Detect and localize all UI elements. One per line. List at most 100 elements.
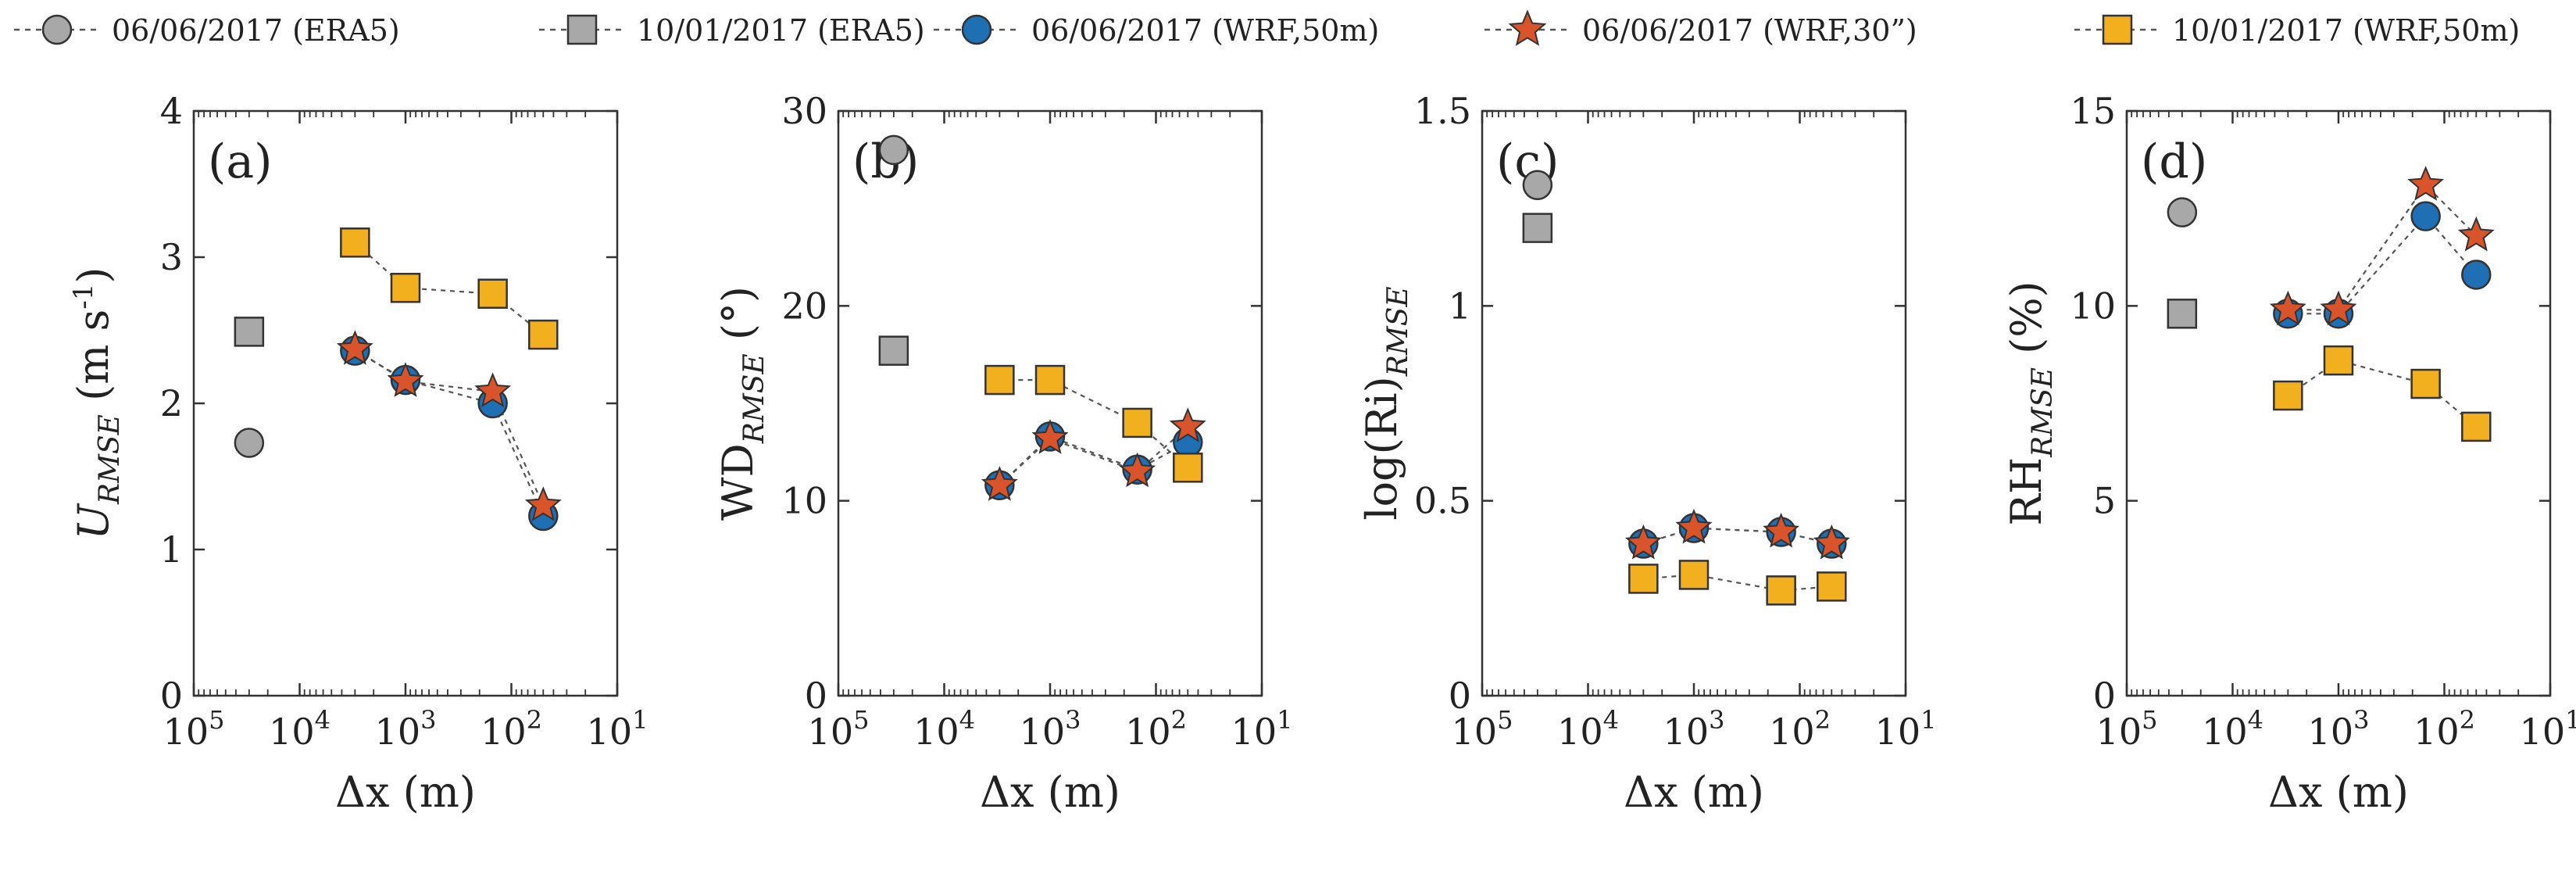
legend-entry-5: 10/01/2017 (WRF,50m) [2074, 13, 2520, 48]
data-point [2461, 260, 2492, 290]
legend-label: 10/01/2017 (ERA5) [637, 13, 925, 48]
data-point [1624, 524, 1662, 560]
x-axis-label: Δx (m) [2268, 768, 2409, 817]
legend-entry-1: 06/06/2017 (ERA5) [14, 13, 400, 48]
data-point [1034, 364, 1066, 396]
series-06-06-2017-era5 [234, 428, 265, 458]
y-tick-label: 10 [781, 480, 827, 522]
x-tick-label: 102 [481, 705, 542, 753]
data-point [1122, 407, 1152, 439]
data-point [2410, 201, 2441, 231]
series-06-06-2017-wrf-50m [1628, 513, 1847, 559]
data-point [2320, 290, 2357, 326]
data-point [340, 227, 370, 258]
series-06-06-2017-era5 [2167, 197, 2198, 227]
data-point [1522, 170, 1553, 200]
x-tick-label: 103 [1020, 705, 1081, 753]
series-06-06-2017-wrf-30 [336, 330, 562, 521]
y-axis-label: RHRMSE (%) [2002, 281, 2059, 525]
data-point [2167, 197, 2198, 227]
x-tick-label: 101 [2520, 705, 2576, 753]
data-point [1173, 453, 1203, 483]
data-point [1813, 524, 1850, 560]
series-10-01-2017-era5 [878, 335, 909, 366]
data-point [1766, 575, 1796, 606]
series-06-06-2017-wrf-30 [981, 407, 1206, 501]
series-06-06-2017-wrf-50m [984, 421, 1203, 500]
x-tick-label: 101 [1231, 705, 1293, 753]
series-06-06-2017-wrf-30 [2269, 166, 2495, 326]
legend-label: 06/06/2017 (WRF,50m) [1031, 13, 1379, 48]
series-line-06-06-2017-wrf-30 [354, 348, 545, 507]
legend-marker-square [566, 14, 598, 45]
y-tick-label: 0 [2093, 675, 2116, 717]
data-point [878, 335, 909, 366]
data-point [528, 319, 559, 350]
data-point [1169, 407, 1206, 442]
data-point [878, 134, 909, 166]
series-line-10-01-2017-wrf-50m [999, 379, 1189, 469]
y-tick-label: 0 [160, 675, 183, 717]
data-point [1763, 512, 1800, 548]
legend-entry-3: 06/06/2017 (WRF,50m) [934, 13, 1379, 48]
data-point [2269, 290, 2306, 326]
legend-marker-circle [961, 14, 992, 45]
legend-marker-star [1508, 9, 1547, 46]
series-10-01-2017-era5 [234, 317, 265, 347]
data-point [1817, 571, 1847, 602]
series-line-10-01-2017-wrf-50m [2287, 359, 2478, 428]
legend-entry-2: 10/01/2017 (ERA5) [539, 13, 925, 48]
x-tick-label: 104 [269, 705, 330, 753]
y-tick-label: 2 [160, 382, 183, 424]
series-06-06-2017-era5 [878, 134, 909, 166]
data-point [2410, 368, 2441, 399]
x-axis-label: Δx (m) [335, 768, 476, 817]
data-point [1522, 213, 1553, 243]
x-tick-label: 101 [587, 705, 648, 753]
series-10-01-2017-wrf-50m [984, 364, 1203, 483]
x-tick-label: 102 [1125, 705, 1187, 753]
plot-frame [192, 109, 619, 697]
data-point [336, 330, 373, 365]
data-point [2461, 411, 2492, 442]
legend: 06/06/2017 (ERA5) 10/01/2017 (ERA5) 06/06/… [14, 9, 2520, 48]
x-tick-label: 103 [2308, 705, 2370, 753]
x-tick-label: 103 [375, 705, 437, 753]
series-10-01-2017-wrf-50m [1628, 560, 1847, 606]
data-point [1675, 508, 1713, 544]
legend-entry-4: 06/06/2017 (WRF,30”) [1485, 9, 1917, 48]
legend-label: 10/01/2017 (WRF,50m) [2172, 13, 2520, 48]
data-point [2457, 216, 2495, 252]
x-tick-label: 104 [913, 705, 975, 753]
panel-label: (d) [2141, 134, 2207, 189]
y-tick-label: 15 [2070, 90, 2116, 132]
legend-marker-circle [41, 14, 73, 45]
series-10-01-2017-era5 [1522, 213, 1553, 243]
x-tick-label: 104 [1557, 705, 1619, 753]
x-tick-label: 102 [1769, 705, 1831, 753]
series-06-06-2017-era5 [1522, 170, 1553, 200]
data-point [2273, 380, 2303, 411]
y-tick-label: 0.5 [1414, 480, 1471, 522]
y-tick-label: 0 [805, 675, 827, 717]
y-tick-label: 1.5 [1414, 90, 1471, 132]
data-point [2323, 345, 2354, 376]
x-tick-label: 105 [808, 705, 870, 753]
y-tick-label: 0 [1449, 675, 1471, 717]
legend-label: 06/06/2017 (WRF,30”) [1582, 13, 1917, 48]
plot-frame [837, 109, 1263, 697]
data-point [984, 364, 1015, 396]
series-06-06-2017-wrf-50m [340, 335, 559, 532]
data-point [2407, 166, 2445, 201]
y-tick-label: 5 [2093, 480, 2116, 522]
y-tick-label: 1 [1449, 285, 1471, 327]
y-tick-label: 1 [160, 528, 183, 571]
x-tick-label: 102 [2413, 705, 2475, 753]
series-line-10-01-2017-wrf-50m [354, 242, 544, 335]
plot-frame [1481, 109, 1907, 697]
series-line-06-06-2017-wrf-30 [2288, 183, 2478, 311]
x-tick-label: 105 [2096, 705, 2158, 753]
data-point [387, 362, 424, 397]
